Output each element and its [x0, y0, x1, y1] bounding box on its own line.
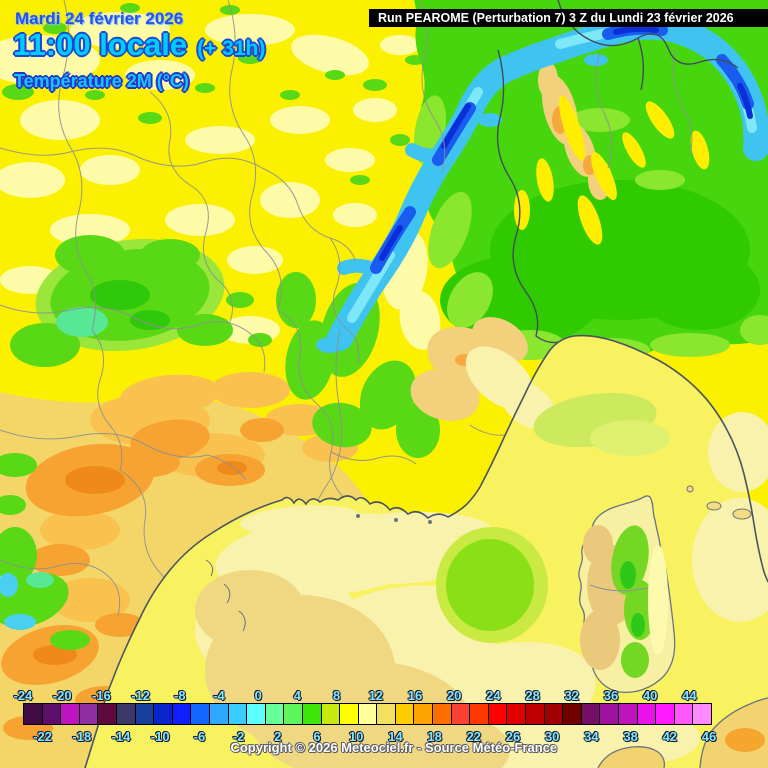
scale-cell: [692, 703, 712, 725]
scale-cell: [41, 703, 62, 725]
date-label: Mardi 24 février 2026: [15, 9, 184, 28]
scale-cell: [525, 703, 545, 725]
scale-label-top: 32: [564, 688, 580, 703]
scale-label-top: -8: [174, 688, 186, 703]
scale-cell: [208, 703, 229, 725]
scale-cell: [413, 703, 434, 725]
scale-cell: [673, 703, 694, 725]
scale-cells: [23, 703, 712, 725]
parameter-label: Température 2M (°C): [14, 71, 189, 91]
scale-cell: [543, 703, 564, 725]
scale-cell: [450, 703, 471, 725]
run-info-bar: Run PEAROME (Perturbation 7) 3 Z du Lund…: [369, 9, 768, 27]
scale-label-top: 40: [642, 688, 658, 703]
scale-cell: [562, 703, 582, 725]
scale-cell: [227, 703, 248, 725]
scale-cell: [618, 703, 638, 725]
scale-cell: [506, 703, 527, 725]
scale-label-bottom: 30: [544, 729, 560, 744]
scale-label-bottom: -6: [193, 729, 206, 744]
scale-cell: [301, 703, 322, 725]
scale-label-top: 12: [368, 688, 384, 703]
scale-label-bottom: 26: [505, 729, 521, 744]
scale-cell: [580, 703, 601, 725]
scale-cell: [190, 703, 210, 725]
scale-label-bottom: 38: [623, 729, 638, 744]
scale-label-top: 4: [293, 688, 302, 703]
copyright-label: Copyright © 2026 Meteociel.fr - Source M…: [230, 740, 558, 755]
scale-label-top: 8: [332, 688, 341, 703]
scale-cell: [264, 703, 285, 725]
scale-label-bottom: 10: [348, 729, 364, 744]
scale-label-top: -16: [91, 688, 111, 703]
scale-cell: [357, 703, 378, 725]
scale-label-bottom: -14: [111, 729, 131, 744]
scale-cell: [339, 703, 359, 725]
scale-cell: [246, 703, 266, 725]
local-time: 11:00 locale: [13, 27, 188, 62]
scale-label-top: -24: [13, 688, 33, 703]
forecast-offset: (+ 31h): [197, 37, 266, 60]
scale-cell: [153, 703, 173, 725]
scale-label-bottom: 34: [584, 729, 599, 744]
scale-label-top: 36: [603, 688, 619, 703]
scale-label-top: -12: [131, 688, 150, 703]
time-label: 11:00 locale (+ 31h): [13, 27, 265, 63]
scale-label-top: 0: [254, 688, 262, 703]
scale-cell: [97, 703, 117, 725]
scale-cell: [655, 703, 675, 725]
scale-cell: [23, 703, 43, 725]
scale-label-bottom: 22: [466, 729, 482, 744]
scale-cell: [469, 703, 489, 725]
scale-label-top: -20: [52, 688, 72, 703]
scale-label-top: 28: [525, 688, 540, 703]
scale-label-top: 16: [407, 688, 423, 703]
scale-cell: [394, 703, 415, 725]
scale-label-bottom: 2: [274, 729, 282, 744]
scale-cell: [60, 703, 80, 725]
scale-cell: [432, 703, 452, 725]
scale-label-bottom: 42: [662, 729, 678, 744]
scale-label-bottom: 6: [313, 729, 321, 744]
scale-cell: [115, 703, 136, 725]
scale-label-top: 44: [682, 688, 697, 703]
scale-cell: [78, 703, 99, 725]
scale-label-bottom: -10: [150, 729, 170, 744]
scale-cell: [134, 703, 155, 725]
scale-cell: [636, 703, 657, 725]
scale-label-top: 24: [486, 688, 501, 703]
scale-cell: [376, 703, 396, 725]
scale-label-bottom: -18: [72, 729, 92, 744]
scale-label-bottom: 18: [427, 729, 442, 744]
scale-cell: [487, 703, 508, 725]
scale-label-bottom: 14: [388, 729, 403, 744]
scale-cell: [320, 703, 341, 725]
scale-cell: [283, 703, 303, 725]
scale-label-top: -4: [213, 688, 225, 703]
scale-cell: [599, 703, 619, 725]
scale-label-bottom: -2: [232, 729, 245, 744]
scale-cell: [171, 703, 192, 725]
scale-label-top: 20: [446, 688, 462, 703]
scale-label-bottom: 46: [701, 729, 717, 744]
scale-label-bottom: -22: [33, 729, 52, 744]
